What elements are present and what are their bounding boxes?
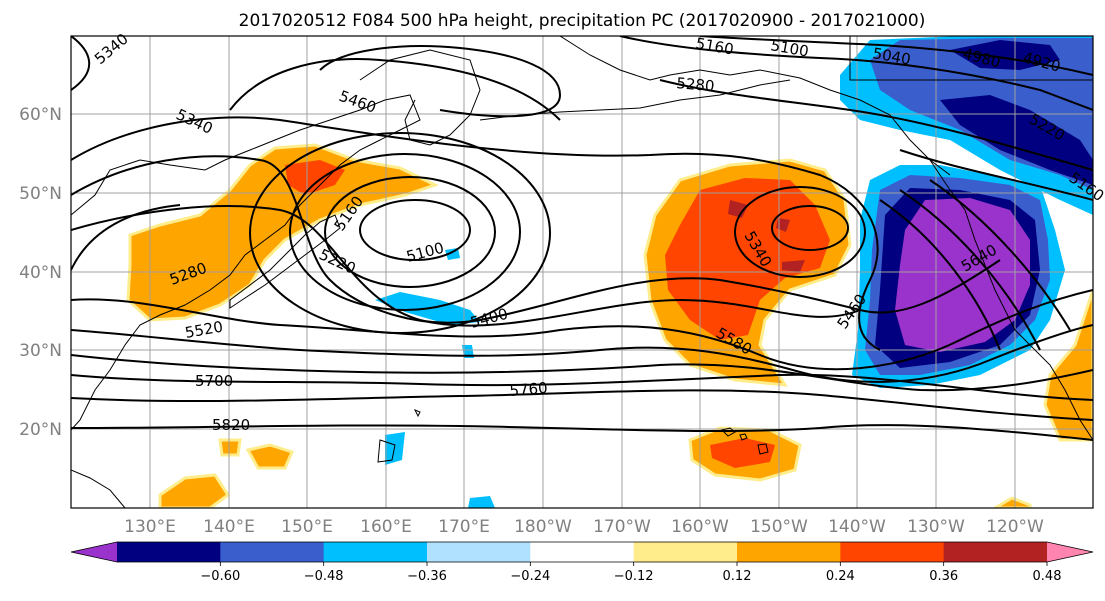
contour-label: 5820 xyxy=(212,416,250,434)
contour-north-3 xyxy=(619,36,1093,111)
lon-label: 180°W xyxy=(514,517,572,537)
lon-label: 130°E xyxy=(124,517,176,537)
contour-5400-low-east xyxy=(734,186,866,278)
contour-label: 5700 xyxy=(195,372,233,390)
contour-5340 xyxy=(71,116,881,351)
contour-5760 xyxy=(71,389,1093,421)
precip-south-east xyxy=(992,496,1032,508)
contour-sw-1 xyxy=(71,36,90,91)
contour-5460 xyxy=(71,205,861,327)
lon-label: 160°W xyxy=(671,517,729,537)
contour-ne-1 xyxy=(899,149,1093,201)
lat-label: 60°N xyxy=(19,105,62,125)
coast-box-canada xyxy=(849,36,1093,81)
precip-hawaii-core xyxy=(710,438,775,468)
colorbar-segment xyxy=(117,542,221,562)
precipitation-field xyxy=(126,36,1093,508)
contour-ridge-1 xyxy=(879,199,1001,351)
contour-label: 5760 xyxy=(509,379,549,400)
map-title: 2017020512 F084 500 hPa height, precipit… xyxy=(239,11,926,31)
contour-label: 5280 xyxy=(676,74,716,95)
coast-japan xyxy=(229,214,341,309)
coast-islands-south xyxy=(71,409,421,508)
colorbar-tick-label: 0.24 xyxy=(826,569,855,584)
contour-west-arc xyxy=(71,204,181,271)
contour-5700 xyxy=(71,373,1093,401)
precip-central-pacific-max xyxy=(728,200,805,272)
coast-alaska xyxy=(559,36,951,176)
coast-hawaii xyxy=(721,427,769,455)
contour-5820 xyxy=(71,424,1093,441)
contour-5220-low xyxy=(289,153,521,311)
lon-label: 130°W xyxy=(907,517,965,537)
colorbar-segment xyxy=(840,542,945,562)
lon-label: 120°W xyxy=(986,517,1044,537)
contour-north-4 xyxy=(659,79,1093,171)
longitude-labels: 130°E 140°E 150°E 160°E 170°E 180°W 170°… xyxy=(124,517,1044,537)
colorbar-tick-label: −0.24 xyxy=(510,569,550,584)
contour-5160-low xyxy=(324,176,496,288)
contour-5580 xyxy=(71,324,1093,383)
contour-5340-low-east xyxy=(771,205,849,251)
lon-label: 150°E xyxy=(281,517,333,537)
contour-north-1 xyxy=(229,58,561,121)
coast-asia xyxy=(71,94,421,431)
colorbar-tick-label: −0.60 xyxy=(200,569,240,584)
lon-label: 140°E xyxy=(203,517,255,537)
lat-label: 20°N xyxy=(19,420,62,440)
latitude-labels: 60°N 50°N 40°N 30°N 20°N xyxy=(19,105,62,440)
colorbar-tick-label: 0.12 xyxy=(723,569,752,584)
colorbar-tick-label: 0.36 xyxy=(929,569,958,584)
colorbar-outline xyxy=(70,541,1094,563)
contour-north-2 xyxy=(319,45,562,118)
lon-label: 150°W xyxy=(750,517,808,537)
lon-label: 160°E xyxy=(360,517,412,537)
precip-south-west xyxy=(158,438,295,508)
colorbar-tick-label: −0.36 xyxy=(407,569,447,584)
map-frame xyxy=(70,35,1094,509)
contour-5520 xyxy=(71,289,1093,371)
colorbar-segment xyxy=(737,542,841,562)
colorbar-segment xyxy=(530,542,635,562)
coast-north-america xyxy=(929,159,1093,441)
colorbar-segment xyxy=(427,542,531,562)
colorbar-extend-low xyxy=(71,542,117,562)
lon-label: 170°W xyxy=(593,517,651,537)
colorbar-tick-label: −0.12 xyxy=(614,569,654,584)
precip-neg-pacific xyxy=(375,248,495,508)
colorbar-extend-high xyxy=(1047,542,1093,562)
colorbar-segment xyxy=(323,542,428,562)
precip-neg-alaska-core xyxy=(940,40,1093,185)
gridlines xyxy=(71,36,1093,508)
contour-ridge-2 xyxy=(899,189,1041,351)
colorbar-segment xyxy=(943,542,1048,562)
map-panel: 5340 5340 5460 5160 5100 5280 5160 5100 … xyxy=(70,30,1105,509)
lat-label: 50°N xyxy=(19,184,62,204)
colorbar-tick-label: −0.48 xyxy=(304,569,344,584)
colorbar: −0.60 −0.48 −0.36 −0.24 −0.12 0.12 0.24 0.36 0.4… xyxy=(70,541,1094,584)
height-contours xyxy=(71,36,1093,441)
contour-5100-low xyxy=(359,199,471,261)
colorbar-segment xyxy=(220,542,325,562)
contour-5640 xyxy=(71,354,1093,392)
lon-label: 140°W xyxy=(828,517,886,537)
colorbar-segment xyxy=(633,542,738,562)
coastlines xyxy=(71,36,1093,508)
colorbar-tick-label: 0.48 xyxy=(1033,569,1062,584)
lat-label: 40°N xyxy=(19,263,62,283)
lon-label: 170°E xyxy=(438,517,490,537)
contour-ridge-3 xyxy=(929,179,1071,331)
lat-label: 30°N xyxy=(19,341,62,361)
contour-north-5 xyxy=(699,36,1093,76)
precip-west-pacific-core xyxy=(285,160,345,195)
